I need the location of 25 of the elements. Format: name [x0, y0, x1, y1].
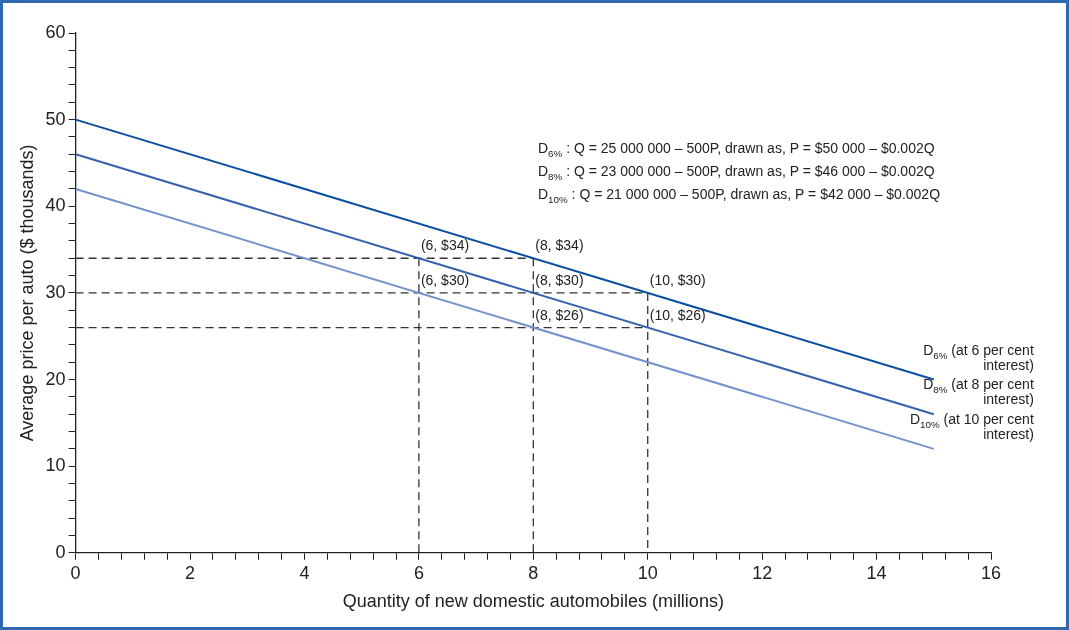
y-tick-label: 10 [45, 455, 66, 476]
x-tick-label: 2 [185, 562, 196, 583]
annotation: (8, $30) [535, 271, 584, 288]
x-tick-label: 16 [980, 562, 1002, 583]
y-tick-label: 50 [45, 108, 66, 129]
y-tick-label: 30 [45, 281, 66, 302]
annotation: (8, $34) [535, 237, 584, 254]
x-tick-label: 10 [637, 562, 658, 583]
x-tick-label: 6 [413, 562, 424, 583]
y-tick-label: 20 [45, 368, 66, 389]
annotation: (8, $26) [535, 306, 584, 323]
x-tick-label: 0 [70, 562, 81, 583]
x-tick-label: 14 [866, 562, 887, 583]
x-axis-title: Quantity of new domestic automobiles (millions) [342, 591, 724, 612]
y-tick-label: 60 [45, 21, 66, 42]
annotation: (10, $26) [649, 306, 706, 323]
x-tick-label: 12 [752, 562, 773, 583]
annotation: (10, $30) [649, 271, 706, 288]
annotation: (6, $34) [420, 237, 470, 254]
annotation: (6, $30) [420, 271, 470, 288]
x-tick-label: 8 [528, 562, 539, 583]
y-axis-title: Average price per auto ($ thousands) [16, 144, 37, 442]
x-tick-label: 4 [299, 562, 310, 583]
y-tick-label: 40 [45, 195, 66, 216]
y-tick-label: 0 [55, 541, 66, 562]
